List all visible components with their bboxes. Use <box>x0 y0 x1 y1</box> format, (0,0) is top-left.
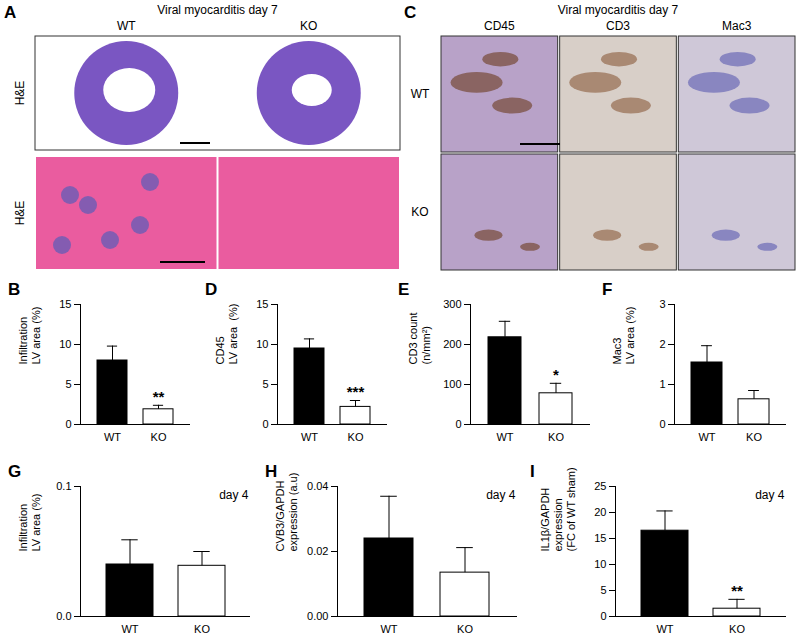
svg-text:15: 15 <box>59 298 71 310</box>
svg-text:InfiltrationLV area (%): InfiltrationLV area (%) <box>17 494 42 552</box>
html-text:G: G <box>8 462 22 481</box>
svg-text:10: 10 <box>59 338 71 350</box>
html-text:H: H <box>265 462 278 481</box>
svg-text:5: 5 <box>600 584 606 596</box>
svg-text:0.00: 0.00 <box>307 610 328 622</box>
svg-text:WT: WT <box>698 431 715 443</box>
html-text:I: I <box>530 462 535 481</box>
svg-text:IL1β/GAPDHexpression(FC of WT: IL1β/GAPDHexpression(FC of WT sham) <box>539 467 576 551</box>
svg-text:WT: WT <box>301 431 318 443</box>
svg-text:KO: KO <box>729 623 745 635</box>
svg-text:Mac3: Mac3 <box>722 19 752 33</box>
svg-text:KO: KO <box>548 431 564 443</box>
svg-text:0.1: 0.1 <box>56 480 71 492</box>
svg-text:KO: KO <box>457 623 473 635</box>
svg-text:WT: WT <box>117 19 136 33</box>
svg-text:KO: KO <box>151 431 167 443</box>
svg-text:5: 5 <box>262 378 268 390</box>
svg-text:KO: KO <box>746 431 762 443</box>
svg-text:***: *** <box>347 383 365 400</box>
svg-text:KO: KO <box>194 623 210 635</box>
svg-text:0: 0 <box>659 418 665 430</box>
svg-text:0: 0 <box>455 418 461 430</box>
svg-text:200: 200 <box>443 338 461 350</box>
svg-text:day 4: day 4 <box>219 488 249 502</box>
svg-text:25: 25 <box>594 480 606 492</box>
svg-text:WT: WT <box>411 87 430 101</box>
html-text:D: D <box>205 280 218 299</box>
svg-text:*: * <box>553 366 559 383</box>
svg-text:day 4: day 4 <box>755 488 785 502</box>
svg-text:WT: WT <box>380 623 397 635</box>
svg-text:CD45LV area (%): CD45LV area (%) <box>214 304 239 365</box>
svg-text:KO: KO <box>300 19 317 33</box>
svg-text:C: C <box>404 3 416 22</box>
svg-text:Mac3LV area (%): Mac3LV area (%) <box>611 307 636 365</box>
svg-text:KO: KO <box>411 205 428 219</box>
svg-text:0: 0 <box>65 418 71 430</box>
svg-text:CD3 count(n/mm²): CD3 count(n/mm²) <box>407 313 432 365</box>
svg-text:10: 10 <box>594 558 606 570</box>
svg-text:CVB3/GAPDHexpression (a.u): CVB3/GAPDHexpression (a.u) <box>274 473 299 552</box>
svg-text:Viral myocarditis day 7: Viral myocarditis day 7 <box>558 3 679 17</box>
svg-text:0: 0 <box>262 418 268 430</box>
svg-text:300: 300 <box>443 298 461 310</box>
svg-text:WT: WT <box>104 431 121 443</box>
svg-text:WT: WT <box>496 431 513 443</box>
svg-text:WT: WT <box>656 623 673 635</box>
svg-text:H&E: H&E <box>13 81 27 106</box>
svg-text:20: 20 <box>594 506 606 518</box>
svg-text:CD45: CD45 <box>484 19 515 33</box>
svg-text:**: ** <box>731 582 743 599</box>
svg-text:day 4: day 4 <box>486 488 516 502</box>
svg-text:15: 15 <box>594 532 606 544</box>
svg-text:A: A <box>4 3 16 22</box>
svg-text:0: 0 <box>600 610 606 622</box>
svg-text:0.02: 0.02 <box>307 545 328 557</box>
html-text:E: E <box>398 280 410 299</box>
svg-text:5: 5 <box>65 378 71 390</box>
svg-text:KO: KO <box>348 431 364 443</box>
svg-text:100: 100 <box>443 378 461 390</box>
svg-text:WT: WT <box>121 623 138 635</box>
svg-text:InfiltrationLV area (%): InfiltrationLV area (%) <box>17 307 42 365</box>
svg-text:0.04: 0.04 <box>307 480 328 492</box>
svg-text:H&E: H&E <box>13 201 27 226</box>
svg-text:2: 2 <box>659 338 665 350</box>
svg-text:**: ** <box>153 388 165 405</box>
svg-text:0.0: 0.0 <box>56 610 71 622</box>
svg-text:CD3: CD3 <box>606 19 630 33</box>
svg-text:3: 3 <box>659 298 665 310</box>
html-text:B: B <box>8 280 21 299</box>
svg-text:1: 1 <box>659 378 665 390</box>
svg-text:Viral myocarditis day 7: Viral myocarditis day 7 <box>157 3 278 17</box>
html-text:F: F <box>602 280 613 299</box>
svg-text:15: 15 <box>256 298 268 310</box>
svg-text:10: 10 <box>256 338 268 350</box>
